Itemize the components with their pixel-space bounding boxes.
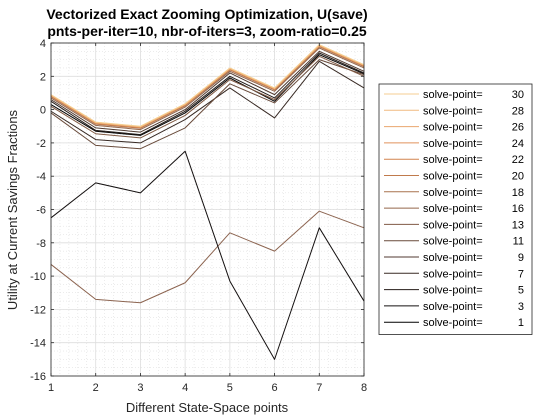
legend-box [378,83,533,335]
legend-value: 3 [518,301,524,313]
series-lines [50,44,365,360]
legend-value: 5 [518,285,524,297]
legend-value: 22 [512,154,524,166]
legend-label: solve-point= [423,138,483,150]
y-tick-label: -6 [36,205,46,217]
legend-label: solve-point= [423,252,483,264]
series-line [50,54,365,136]
series-line [50,59,365,150]
legend-value: 7 [518,268,524,280]
legend-label: solve-point= [423,187,483,199]
x-axis-label: Different State-Space points [126,400,289,415]
legend-value: 28 [512,105,524,117]
legend-label: solve-point= [423,301,483,313]
legend-value: 24 [512,138,524,150]
series-line [50,60,365,144]
legend-label: solve-point= [423,122,483,134]
legend-value: 9 [518,252,524,264]
x-tick-label: 8 [361,382,367,394]
x-tick-label: 7 [316,382,322,394]
series-line [50,50,365,133]
legend-label: solve-point= [423,154,483,166]
legend: solve-point= 30 solve-point= 28 solve-point=… [378,83,533,335]
legend-value: 30 [512,89,524,101]
y-tick-label: -14 [30,338,46,350]
y-tick-label: -10 [30,271,46,283]
y-tick-label: 2 [40,71,46,83]
legend-value: 26 [512,122,524,134]
legend-value: 18 [512,187,524,199]
legend-label: solve-point= [423,268,483,280]
x-tick-label: 2 [93,382,99,394]
y-tick-label: -8 [36,238,46,250]
x-tick-label: 3 [137,382,143,394]
x-ticks: 1 2 3 4 5 6 7 8 [48,43,367,394]
legend-label: solve-point= [423,236,483,248]
y-ticks: -16 -14 -12 -10 -8 -6 -4 -2 0 2 4 [30,38,364,383]
series-line [50,47,365,131]
legend-label: solve-point= [423,89,483,101]
y-tick-label: -16 [30,371,46,383]
legend-label: solve-point= [423,285,483,297]
legend-label: solve-point= [423,105,483,117]
series-line [50,55,365,139]
y-tick-label: -4 [36,171,46,183]
legend-value: 16 [512,203,524,215]
chart-subtitle: pnts-per-iter=10, nbr-of-iters=3, zoom-r… [47,23,367,39]
y-tick-label: -12 [30,304,46,316]
legend-value: 13 [512,219,524,231]
legend-label: solve-point= [423,203,483,215]
series-line [50,150,365,360]
series-line [50,44,365,127]
x-tick-label: 1 [48,382,54,394]
legend-value: 20 [512,171,524,183]
x-tick-label: 4 [182,382,188,394]
series-line [50,52,365,136]
legend-value: 11 [513,236,524,248]
x-tick-label: 6 [272,382,278,394]
x-tick-label: 5 [227,382,233,394]
legend-label: solve-point= [423,171,483,183]
chart-title: Vectorized Exact Zooming Optimization, U… [46,6,367,22]
legend-value: 1 [518,317,524,329]
legend-label: solve-point= [423,219,483,231]
y-tick-label: -2 [36,138,46,150]
y-tick-label: 4 [40,38,46,50]
y-axis-label: Utility at Current Savings Fractions [5,109,20,310]
legend-label: solve-point= [423,317,483,329]
series-line [50,210,365,304]
y-tick-label: 0 [40,105,46,117]
